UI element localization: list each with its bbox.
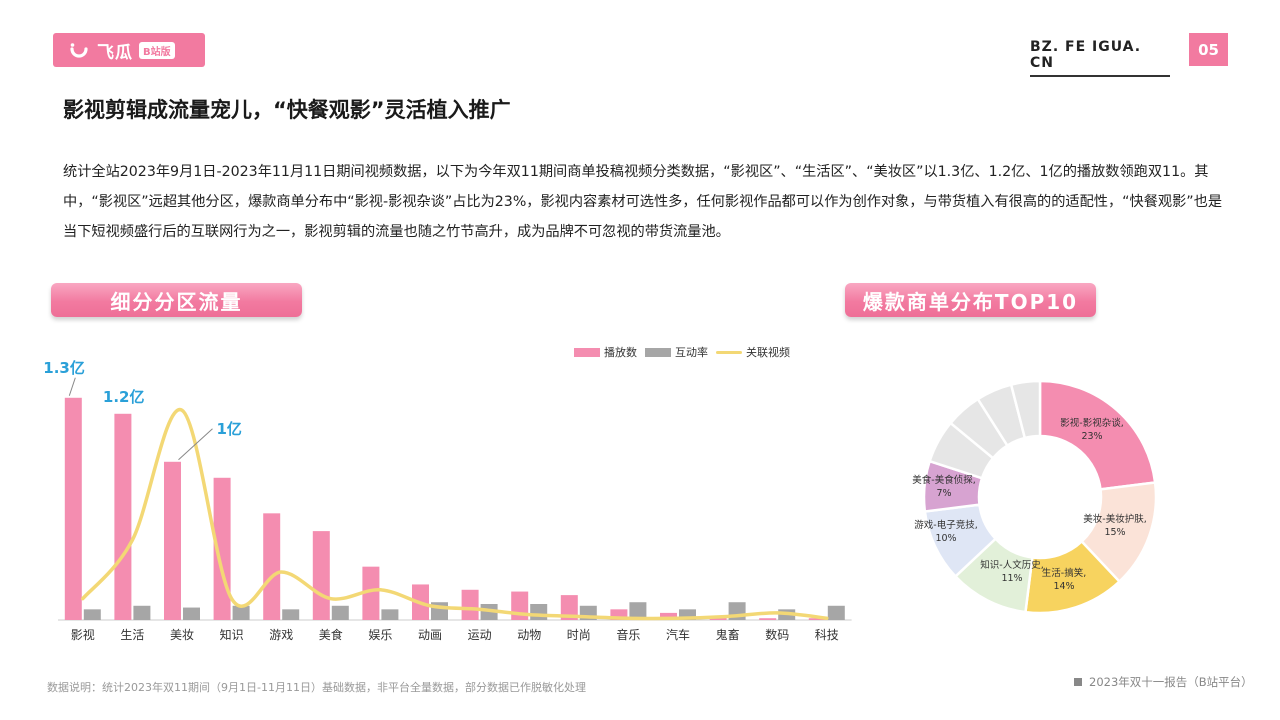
- donut-percent: 14%: [1053, 581, 1074, 592]
- page-title: 影视剪辑成流量宠儿，“快餐观影”灵活植入推广: [63, 98, 511, 122]
- annotation-leader-line: [178, 428, 213, 461]
- x-tick-label: 知识: [220, 628, 244, 642]
- x-tick-label: 生活: [120, 628, 144, 642]
- legend-item-related: 关联视频: [716, 344, 790, 360]
- report-label: 2023年双十一报告（B站平台）: [1074, 674, 1253, 690]
- bar-play-11: [610, 609, 628, 620]
- x-tick-label: 鬼畜: [716, 627, 740, 642]
- legend-label-related: 关联视频: [746, 346, 790, 359]
- bar-play-10: [560, 595, 578, 620]
- x-tick-label: 音乐: [616, 627, 640, 642]
- brand-logo: 飞瓜 B站版: [53, 33, 205, 67]
- bar-interact-11: [629, 602, 647, 620]
- x-tick-label: 运动: [468, 628, 492, 642]
- bar-interact-15: [827, 605, 845, 620]
- donut-label: 美食-美食侦探,: [912, 474, 975, 486]
- x-tick-label: 影视: [71, 627, 95, 642]
- x-tick-label: 美妆: [170, 628, 194, 642]
- section-title-traffic: 细分分区流量: [51, 283, 302, 317]
- legend-label-play: 播放数: [604, 346, 637, 359]
- legend-swatch-related: [716, 350, 742, 354]
- annotation-label: 1亿: [217, 420, 242, 438]
- donut-percent: 10%: [935, 533, 956, 544]
- bar-interact-1: [133, 605, 151, 620]
- bar-play-15: [808, 618, 826, 620]
- legend-item-play: 播放数: [574, 344, 637, 360]
- traffic-bar-chart: 影视 生活 美妆 知识 游戏 美食 娱乐 动画 运动 动物 时尚 音乐 汽车 鬼畜 数码 科技 1.3亿 1.2亿…: [43, 359, 852, 642]
- report-label-text: 2023年双十一报告（B站平台）: [1089, 675, 1253, 689]
- data-footnote: 数据说明：统计2023年双11期间（9月1日-11月11日）基础数据，非平台全量…: [47, 681, 586, 694]
- annotation-leader-line: [68, 377, 76, 396]
- feigua-logo-icon: [70, 43, 88, 58]
- logo-text: 飞瓜: [97, 42, 133, 63]
- legend-label-interact: 互动率: [675, 346, 708, 359]
- top10-donut-chart: 影视-影视杂谈, 23% 美妆-美妆护肤, 15% 生活-搞笑, 14% 知识-人文历史, 1…: [912, 379, 1158, 615]
- legend-swatch-interact: [645, 347, 671, 357]
- bar-play-2: [164, 461, 181, 620]
- donut-label: 美妆-美妆护肤,: [1083, 513, 1146, 525]
- x-tick-label: 动物: [517, 628, 541, 642]
- bar-interact-12: [679, 609, 696, 620]
- annotation-label: 1.2亿: [103, 388, 145, 406]
- bar-interact-0: [83, 609, 101, 620]
- section-title-top10: 爆款商单分布TOP10: [845, 283, 1096, 317]
- bar-interact-2: [183, 607, 200, 620]
- x-tick-label: 科技: [815, 628, 839, 642]
- x-tick-label: 游戏: [269, 628, 293, 642]
- bar-play-12: [660, 612, 677, 620]
- x-tick-label: 汽车: [666, 627, 690, 642]
- donut-percent: 23%: [1081, 431, 1102, 442]
- donut-slice-0: [1038, 379, 1157, 491]
- chart-legend: 播放数 互动率 关联视频: [574, 344, 798, 360]
- page-number: 05: [1189, 33, 1228, 66]
- donut-slice-9: [1009, 379, 1042, 440]
- bar-play-0: [64, 397, 82, 620]
- bar-play-4: [263, 513, 281, 620]
- bar-play-6: [362, 566, 380, 620]
- bar-play-8: [461, 589, 479, 620]
- donut-percent: 11%: [1001, 573, 1022, 584]
- donut-percent: 15%: [1104, 527, 1125, 538]
- x-tick-label: 娱乐: [368, 628, 392, 642]
- bar-interact-5: [331, 605, 349, 620]
- donut-label: 知识-人文历史,: [980, 559, 1043, 571]
- site-url[interactable]: BZ. FE IGUA. CN: [1030, 39, 1170, 77]
- bar-play-1: [114, 413, 132, 620]
- bar-play-5: [312, 531, 330, 620]
- report-square-icon: [1074, 678, 1082, 686]
- donut-label: 影视-影视杂谈,: [1060, 417, 1123, 429]
- annotation-label: 1.3亿: [43, 359, 85, 377]
- logo-badge: B站版: [139, 41, 175, 59]
- x-tick-label: 美食: [319, 627, 343, 642]
- x-tick-label: 时尚: [567, 628, 591, 642]
- donut-label: 生活-搞笑,: [1042, 567, 1086, 579]
- bar-interact-3: [232, 605, 250, 620]
- summary-paragraph: 统计全站2023年9月1日-2023年11月11日期间视频数据，以下为今年双11…: [63, 164, 1223, 240]
- bar-interact-4: [282, 609, 300, 620]
- bar-play-14: [759, 618, 777, 620]
- bar-interact-9: [530, 604, 548, 620]
- bar-interact-6: [381, 609, 399, 620]
- x-tick-label: 数码: [765, 627, 789, 642]
- related-video-line: [81, 408, 829, 621]
- donut-percent: 7%: [936, 488, 951, 499]
- donut-label: 游戏-电子竞技,: [914, 519, 977, 531]
- x-tick-label: 动画: [418, 628, 442, 642]
- legend-swatch-play: [574, 347, 600, 357]
- legend-item-interact: 互动率: [645, 344, 708, 360]
